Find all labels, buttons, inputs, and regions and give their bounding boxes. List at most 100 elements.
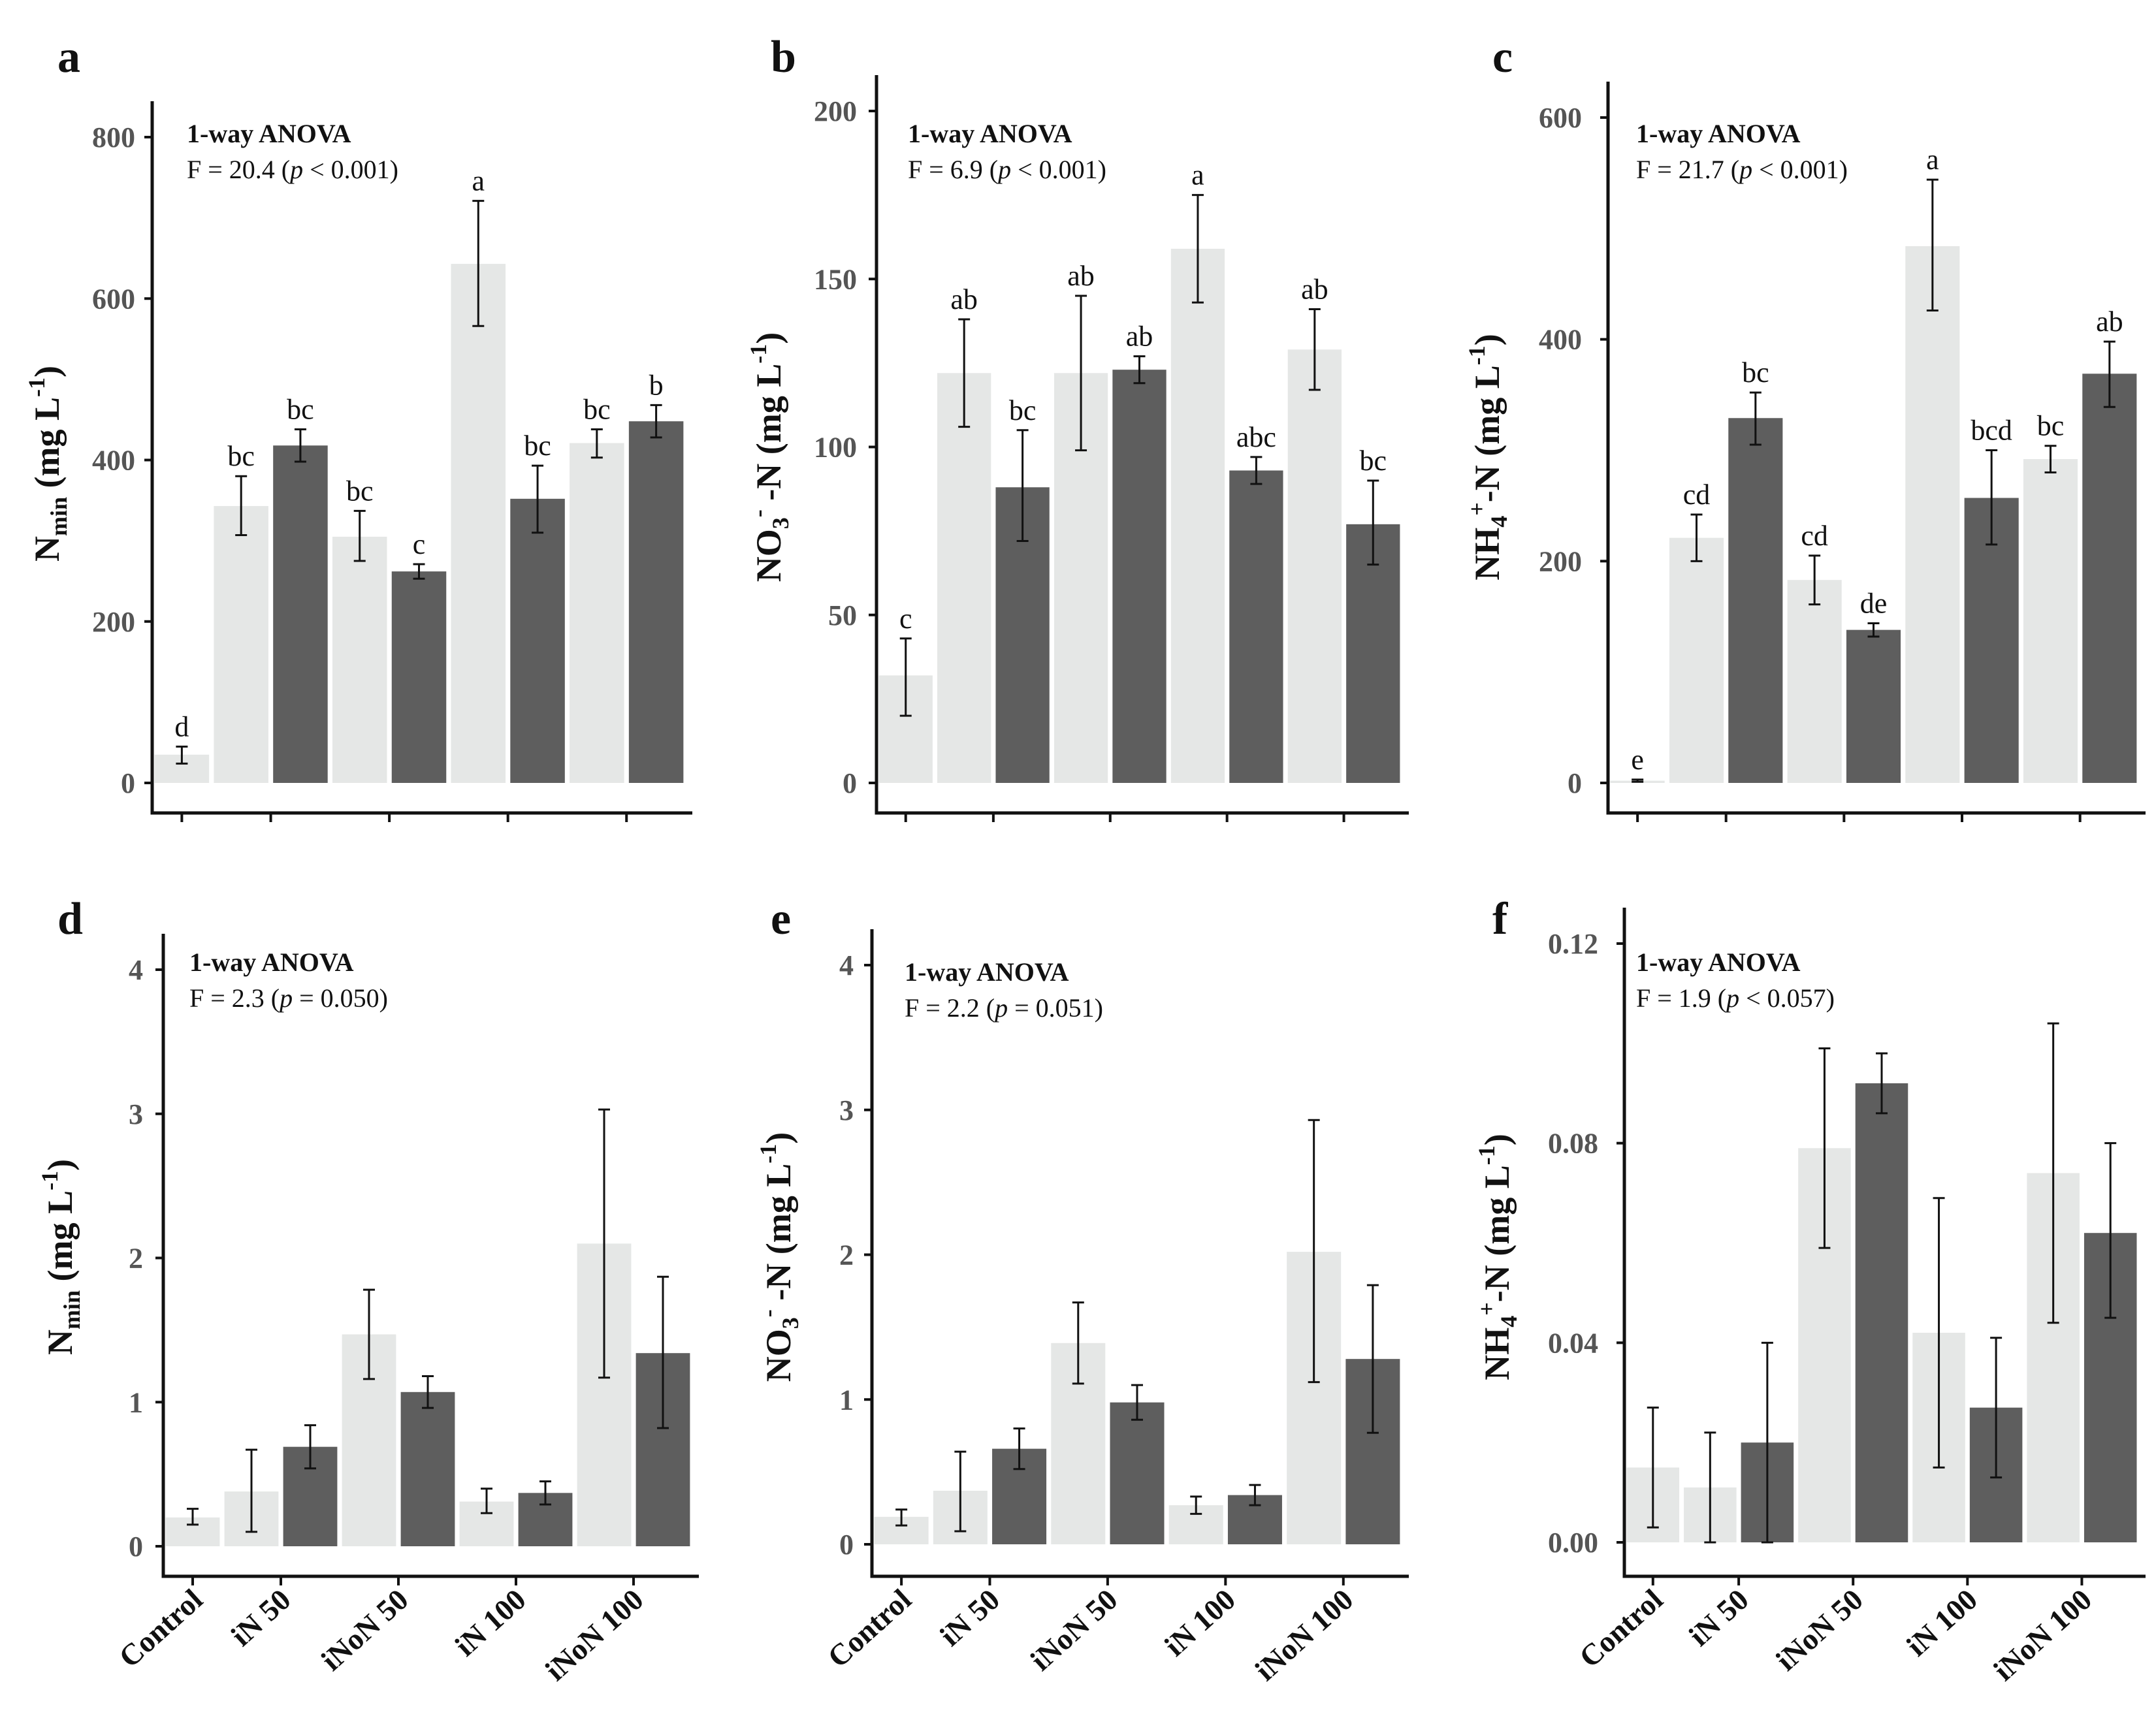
y-tick-label: 800 <box>92 121 135 153</box>
significance-letter: bc <box>2037 410 2065 442</box>
y-tick-label: 600 <box>1539 102 1582 134</box>
bar <box>273 445 328 783</box>
anova-title: 1-way ANOVA <box>187 119 351 148</box>
y-label-sub: 4 <box>1486 516 1512 528</box>
y-tick-label: 4 <box>839 949 854 981</box>
axis-lines <box>875 75 1409 815</box>
y-label-unit: (mg L <box>1477 1165 1517 1265</box>
anova-stat-p: p <box>288 155 303 184</box>
significance-letter: de <box>1860 587 1888 619</box>
y-label-sub: 4 <box>1496 1316 1522 1328</box>
panel-letter: b <box>771 32 796 82</box>
y-label-base: N <box>27 536 67 562</box>
y-label-unit-sup: -1 <box>755 1144 781 1164</box>
y-label-sub: 3 <box>767 517 794 529</box>
bar <box>1346 524 1400 783</box>
y-tick-label: 3 <box>129 1098 143 1130</box>
anova-title: 1-way ANOVA <box>1636 119 1801 148</box>
anova-stat-prefix: F = 6.9 ( <box>908 155 998 184</box>
anova-title: 1-way ANOVA <box>905 957 1069 987</box>
panel-letter: a <box>57 32 80 82</box>
significance-letter: a <box>1926 144 1939 176</box>
y-tick-label: 200 <box>92 606 135 638</box>
y-tick-label: 2 <box>839 1239 854 1271</box>
significance-letter: ab <box>1067 260 1095 292</box>
significance-letter: abc <box>1236 421 1276 453</box>
y-label-base: NH <box>1468 528 1507 581</box>
anova-stat: F = 20.4 (p < 0.001) <box>187 155 398 184</box>
bar <box>2082 374 2137 783</box>
anova-stat-suffix: < 0.001) <box>1011 155 1106 184</box>
anova-title: 1-way ANOVA <box>908 119 1072 148</box>
y-label-end: ) <box>759 1132 798 1144</box>
x-category-label: iN 100 <box>1158 1583 1242 1663</box>
anova-stat-prefix: F = 20.4 ( <box>187 155 290 184</box>
significance-letter: bc <box>1742 357 1769 389</box>
y-label-unit: (mg L <box>27 397 67 497</box>
y-label-base: NO <box>759 1329 798 1382</box>
axis-lines <box>870 929 1409 1578</box>
y-label-sub: min <box>46 497 72 536</box>
y-tick-label: 0 <box>121 767 135 799</box>
y-axis-label: NH4+-N (mg L-1) <box>1473 1134 1522 1380</box>
x-category-label: iN 100 <box>1900 1583 1984 1663</box>
x-category-label: iNoN 100 <box>1987 1583 2098 1687</box>
y-label-end: ) <box>1477 1134 1517 1145</box>
y-tick-label: 0.08 <box>1548 1128 1598 1160</box>
anova-stat-prefix: F = 21.7 ( <box>1636 155 1739 184</box>
y-label-end: ) <box>40 1159 80 1171</box>
x-category-label: iNoN 100 <box>539 1583 650 1687</box>
anova-stat-suffix: = 0.051) <box>1008 993 1103 1023</box>
y-tick-label: 600 <box>92 283 135 315</box>
bar <box>214 505 268 783</box>
axis-lines <box>1622 908 2146 1578</box>
anova-stat: F = 6.9 (p < 0.001) <box>908 155 1106 184</box>
y-label-unit: (mg L <box>1468 365 1507 465</box>
y-axis-label: Nmin (mg L-1) <box>37 1159 85 1355</box>
y-label-sub: min <box>59 1290 85 1329</box>
significance-letter: bc <box>524 430 551 462</box>
anova-stat-prefix: F = 2.3 ( <box>189 983 280 1013</box>
bar <box>400 1392 455 1546</box>
y-axis-label: NO3- -N (mg L-1) <box>745 332 794 582</box>
y-tick-label: 400 <box>92 445 135 477</box>
significance-letter: e <box>1631 744 1644 776</box>
y-tick-label: 0.00 <box>1548 1527 1598 1559</box>
x-category-label: iNoN 50 <box>1024 1583 1124 1678</box>
y-label-end: ) <box>1468 334 1507 345</box>
y-axis-label: Nmin (mg L-1) <box>24 366 72 562</box>
significance-letter: bc <box>227 440 255 472</box>
panel-d: 0 1 2 3 4 Control iN 50 iNoN 50 iN 100 iNoN 100 d 1… <box>37 894 699 1687</box>
anova-stat: F = 2.3 (p = 0.050) <box>189 983 388 1013</box>
significance-letter: ab <box>2096 306 2123 338</box>
significance-letter: b <box>649 369 664 401</box>
y-axis-label: NH4+-N (mg L-1) <box>1464 334 1512 580</box>
y-tick-label: 1 <box>839 1384 854 1416</box>
anova-stat-prefix: F = 2.2 ( <box>905 993 995 1023</box>
x-category-label: iN 100 <box>449 1583 532 1663</box>
anova-title: 1-way ANOVA <box>1636 947 1801 977</box>
y-label-sup: - <box>745 509 771 517</box>
y-tick-label: 0 <box>129 1531 143 1563</box>
y-label-unit: (mg L <box>40 1190 80 1290</box>
bar <box>510 498 565 783</box>
anova-stat-p: p <box>1724 983 1739 1013</box>
significance-letter: cd <box>1801 520 1828 552</box>
significance-letter: bc <box>346 475 374 507</box>
x-category-label: iN 50 <box>225 1583 297 1653</box>
y-label-unit-sup: -1 <box>1464 345 1490 365</box>
bar <box>1287 349 1342 783</box>
axis-lines <box>1606 82 2146 815</box>
y-label-sup: - <box>755 1309 781 1317</box>
y-label-mid: -N <box>1477 1265 1517 1302</box>
y-label-unit-sup: -1 <box>745 344 771 364</box>
x-category-label: iN 50 <box>1682 1583 1755 1653</box>
y-label-base: NO <box>749 529 788 582</box>
bar <box>1110 1402 1165 1544</box>
y-tick-label: 1 <box>129 1386 143 1418</box>
bar <box>1112 370 1166 783</box>
y-label-unit-sup: -1 <box>1473 1145 1500 1165</box>
anova-stat-suffix: = 0.050) <box>293 983 388 1013</box>
y-tick-label: 4 <box>129 954 143 986</box>
